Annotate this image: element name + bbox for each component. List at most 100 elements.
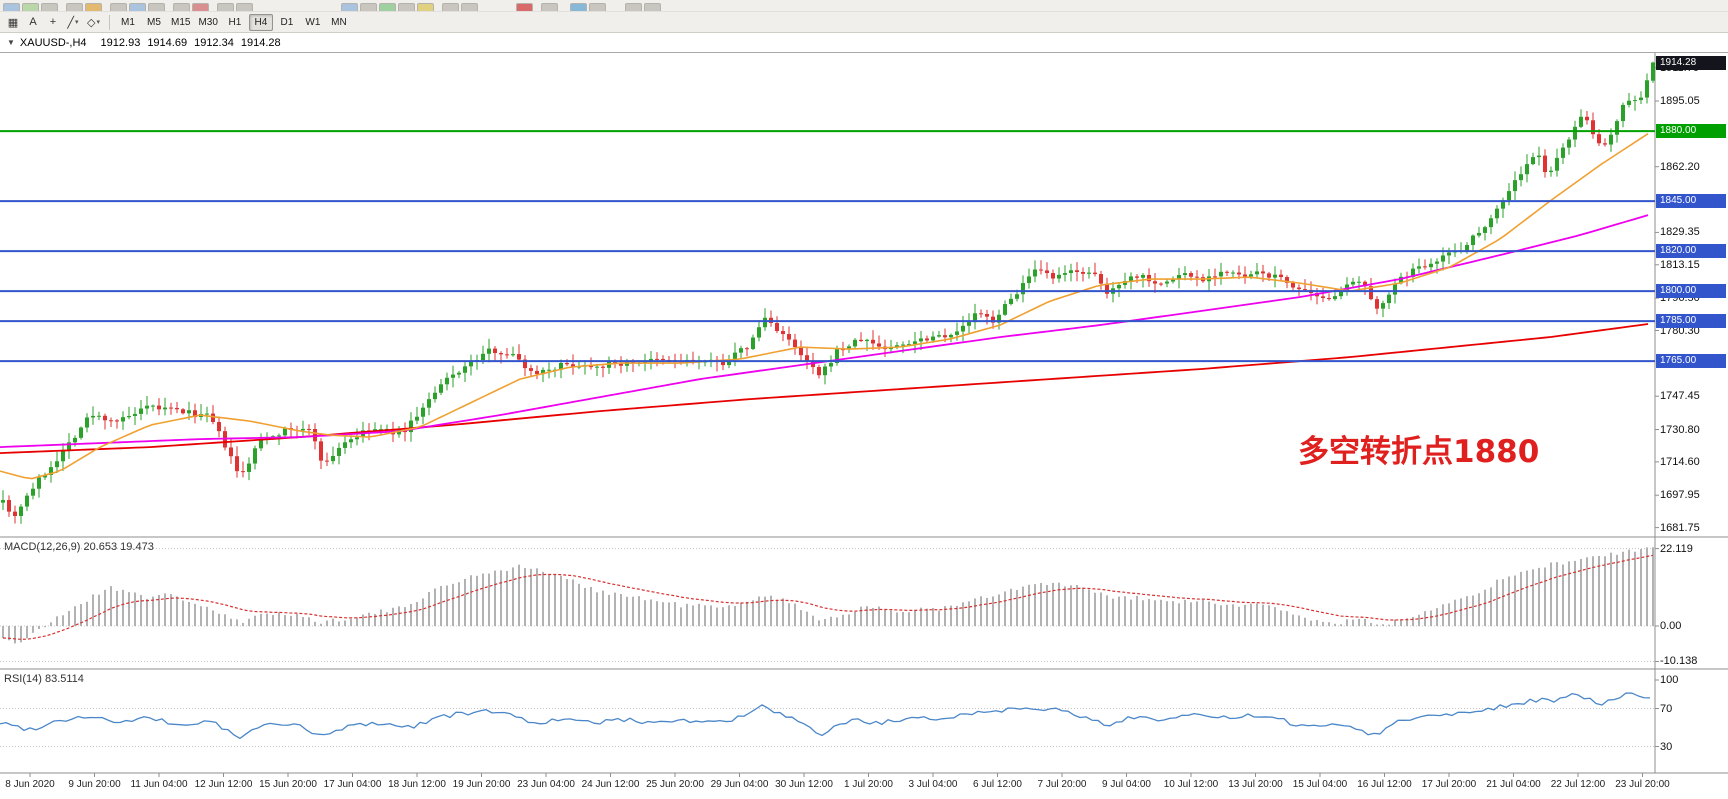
ohlc-open: 1912.93 <box>100 36 141 49</box>
time-axis-label: 9 Jul 04:00 <box>1102 779 1151 790</box>
price-axis-label: 1862.20 <box>1660 160 1700 173</box>
time-axis-label: 19 Jun 20:00 <box>452 779 511 790</box>
symbol-info-bar[interactable]: ▼ XAUUSD-,H4 1912.93 1914.69 1912.34 191… <box>0 33 1728 53</box>
time-axis-label: 13 Jul 20:00 <box>1228 779 1283 790</box>
symbol-period-label: XAUUSD-,H4 <box>19 36 87 49</box>
macd-indicator-label: MACD(12,26,9) 20.653 19.473 <box>4 541 154 553</box>
toolbar-icon[interactable] <box>589 3 606 11</box>
price-level-label-1845.00[interactable]: 1845.00 <box>1656 194 1726 209</box>
toolbar-icon[interactable] <box>66 3 83 11</box>
time-axis-label: 1 Jul 20:00 <box>844 779 893 790</box>
timeframe-toolbar[interactable]: ▦ A + ╱ ▾ ◇ ▾ M1 M5 M15 M30 H1 H4 D1 W1 MN <box>0 12 1728 33</box>
toolbar-icon[interactable] <box>41 3 58 11</box>
toolbar-icon[interactable] <box>173 3 190 11</box>
price-level-label-1880.00[interactable]: 1880.00 <box>1656 124 1726 139</box>
toolbar-icon[interactable] <box>110 3 127 11</box>
collapse-icon[interactable]: ▼ <box>7 38 15 47</box>
time-axis-label: 22 Jul 12:00 <box>1550 779 1606 790</box>
price-axis-label: 1681.75 <box>1660 521 1700 534</box>
macd-axis-label: 22.119 <box>1660 542 1693 555</box>
rsi-axis-label: 30 <box>1660 740 1673 753</box>
ohlc-low: 1912.34 <box>194 36 234 49</box>
time-axis-label: 3 Jul 04:00 <box>908 779 958 790</box>
time-axis-label: 10 Jul 12:00 <box>1163 779 1219 790</box>
time-axis-label: 16 Jul 12:00 <box>1357 779 1412 790</box>
chart-mode-icon[interactable]: ▦ <box>7 16 19 29</box>
time-axis-label: 21 Jul 04:00 <box>1486 779 1541 790</box>
toolbar-icon[interactable] <box>341 3 358 11</box>
time-axis-label: 24 Jun 12:00 <box>581 779 640 790</box>
toolbar-icon[interactable] <box>541 3 558 11</box>
time-axis-label: 29 Jun 04:00 <box>710 779 769 790</box>
toolbar-icon[interactable] <box>22 3 39 11</box>
toolbar-icon[interactable] <box>3 3 20 11</box>
time-axis-label: 12 Jun 12:00 <box>194 779 253 790</box>
time-axis-label: 7 Jul 20:00 <box>1037 779 1087 790</box>
time-axis-label: 17 Jul 20:00 <box>1421 779 1477 790</box>
toolbar-icon[interactable] <box>461 3 478 11</box>
timeframe-button-d1[interactable]: D1 <box>280 16 294 28</box>
price-axis-label: 1813.15 <box>1660 258 1700 271</box>
price-axis-label: 1697.95 <box>1660 489 1700 502</box>
chart-annotation-text[interactable]: 多空转折点1880 <box>1298 434 1540 470</box>
ohlc-close: 1914.28 <box>240 36 281 49</box>
timeframe-button-w1[interactable]: W1 <box>305 16 321 28</box>
time-axis-label: 11 Jun 04:00 <box>130 779 188 790</box>
rsi-axis-label: 100 <box>1660 674 1679 686</box>
price-level-label-1820.00[interactable]: 1820.00 <box>1656 244 1726 259</box>
macd-axis-label: 0.00 <box>1660 620 1682 632</box>
timeframe-button-m30[interactable]: M30 <box>198 16 218 28</box>
toolbar-icon[interactable] <box>516 3 533 11</box>
toolbar-icon[interactable] <box>398 3 415 11</box>
timeframe-button-m1[interactable]: M1 <box>121 16 135 28</box>
toolbar-icon[interactable] <box>129 3 146 11</box>
toolbar-icon[interactable] <box>644 3 661 11</box>
shape-tools-icon[interactable]: ◇ ▾ <box>87 16 100 29</box>
crosshair-icon[interactable]: + <box>49 16 57 28</box>
rsi-axis-label: 70 <box>1660 702 1673 715</box>
time-axis-label: 6 Jul 12:00 <box>973 779 1022 790</box>
price-axis-label: 1747.45 <box>1660 390 1700 403</box>
toolbar-icon[interactable] <box>236 3 253 11</box>
toolbar-icon[interactable] <box>379 3 396 11</box>
time-axis-label: 17 Jun 04:00 <box>323 779 382 790</box>
toolbar-icon[interactable] <box>85 3 102 11</box>
rsi-indicator-label: RSI(14) 83.5114 <box>4 673 84 685</box>
time-axis-label: 15 Jul 04:00 <box>1292 779 1348 790</box>
trendline-tools-icon[interactable]: ╱ ▾ <box>67 16 79 29</box>
time-axis-label: 23 Jul 20:00 <box>1615 779 1670 790</box>
toolbar-icon[interactable] <box>148 3 165 11</box>
timeframe-button-h4[interactable]: H4 <box>248 13 273 31</box>
time-axis-label: 15 Jun 20:00 <box>259 779 317 790</box>
top-toolbar[interactable] <box>0 0 1728 12</box>
toolbar-icon[interactable] <box>360 3 377 11</box>
toolbar-icon[interactable] <box>417 3 434 11</box>
dropdown-arrow-icon[interactable]: ▾ <box>96 19 100 26</box>
time-axis-label: 9 Jun 20:00 <box>68 779 121 790</box>
price-level-label-1765.00[interactable]: 1765.00 <box>1656 354 1726 369</box>
time-axis-label: 23 Jun 04:00 <box>517 779 575 790</box>
dropdown-arrow-icon[interactable]: ▾ <box>75 19 79 26</box>
toolbar-icon[interactable] <box>625 3 642 11</box>
toolbar-icon[interactable] <box>570 3 587 11</box>
price-level-label-1785.00[interactable]: 1785.00 <box>1656 314 1726 329</box>
timeframe-button-m5[interactable]: M5 <box>147 16 161 28</box>
text-label-icon[interactable]: A <box>29 16 37 28</box>
current-price-box: 1914.28 <box>1656 55 1726 70</box>
timeframe-button-h1[interactable]: H1 <box>228 16 242 28</box>
time-axis-label: 30 Jun 12:00 <box>775 779 833 790</box>
timeframe-button-mn[interactable]: MN <box>331 16 347 28</box>
price-level-label-1800.00[interactable]: 1800.00 <box>1656 284 1726 299</box>
price-axis-label: 1895.05 <box>1660 95 1700 107</box>
toolbar-icon[interactable] <box>192 3 209 11</box>
toolbar-icon[interactable] <box>442 3 459 11</box>
toolbar-icon[interactable] <box>217 3 234 11</box>
price-axis-label: 1730.80 <box>1660 423 1700 436</box>
timeframe-button-m15[interactable]: M15 <box>170 16 191 28</box>
ohlc-high: 1914.69 <box>147 36 188 49</box>
time-axis-label: 25 Jun 20:00 <box>646 779 704 790</box>
macd-axis-label: -10.138 <box>1660 655 1698 668</box>
price-axis-label: 1714.60 <box>1660 455 1700 468</box>
price-axis-label: 1829.35 <box>1660 226 1700 239</box>
